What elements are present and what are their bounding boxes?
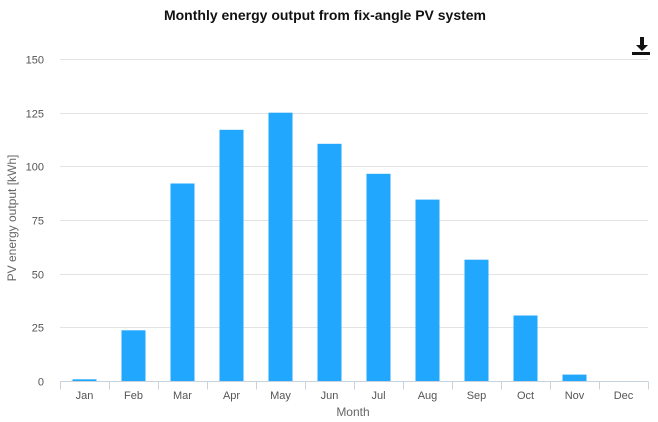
bar-feb[interactable]	[121, 330, 146, 381]
x-axis: Jan Feb Mar Apr May Jun Jul Aug Sep Oct Nov Dec	[60, 381, 649, 402]
download-icon[interactable]	[636, 37, 648, 51]
y-axis-ticks: 0 25 50 75 100 125 150	[26, 55, 44, 389]
y-tick-label: 25	[32, 323, 44, 335]
x-tick-label: Sep	[467, 390, 487, 402]
bar-sep[interactable]	[464, 259, 489, 381]
x-tick-label: Jun	[321, 390, 339, 402]
x-tick-label: Jul	[371, 390, 385, 402]
gridlines	[60, 59, 648, 328]
x-tick-label: May	[270, 390, 291, 402]
y-tick-label: 125	[26, 109, 44, 121]
x-tick-label: Aug	[418, 390, 438, 402]
y-tick-label: 100	[26, 162, 44, 174]
y-axis-title: PV energy output [kWh]	[5, 155, 19, 282]
bar-jul[interactable]	[366, 173, 391, 381]
bars	[72, 112, 587, 382]
x-tick-label: Oct	[517, 390, 534, 402]
bar-nov[interactable]	[562, 374, 587, 381]
bar-aug[interactable]	[415, 199, 440, 381]
y-tick-label: 0	[38, 377, 44, 389]
download-button[interactable]	[629, 34, 653, 58]
bar-oct[interactable]	[513, 315, 538, 382]
x-axis-title: Month	[336, 405, 369, 419]
x-tick-label: Feb	[124, 390, 143, 402]
bar-jan[interactable]	[72, 379, 97, 381]
download-icon-base	[632, 52, 650, 55]
bar-mar[interactable]	[170, 183, 195, 382]
x-tick-label: Jan	[76, 390, 94, 402]
y-tick-label: 75	[32, 216, 44, 228]
bar-apr[interactable]	[219, 129, 244, 381]
x-tick-label: Dec	[614, 390, 634, 402]
chart-title: Monthly energy output from fix-angle PV …	[164, 7, 486, 23]
y-tick-label: 50	[32, 270, 44, 282]
y-tick-label: 150	[26, 55, 44, 67]
x-tick-label: Mar	[173, 390, 192, 402]
x-tick-label: Apr	[223, 390, 240, 402]
bar-jun[interactable]	[317, 143, 342, 381]
x-tick-label: Nov	[565, 390, 585, 402]
bar-may[interactable]	[268, 112, 293, 381]
